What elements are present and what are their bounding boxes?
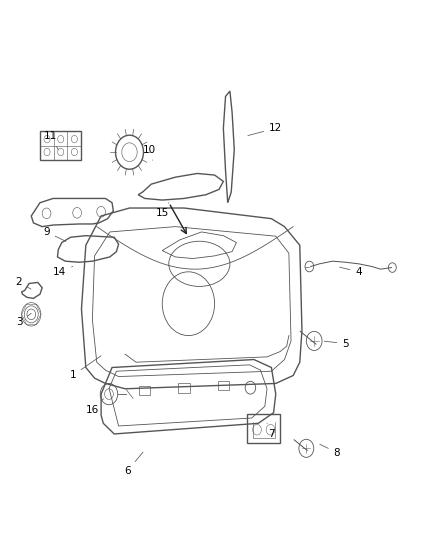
Text: 7: 7 <box>267 423 275 439</box>
Bar <box>40 131 81 160</box>
Text: 5: 5 <box>325 338 349 349</box>
Bar <box>139 385 150 395</box>
Text: 3: 3 <box>16 313 31 327</box>
Text: 10: 10 <box>143 144 155 160</box>
Text: 6: 6 <box>124 452 143 476</box>
Text: 16: 16 <box>86 399 103 415</box>
Text: 9: 9 <box>43 227 66 241</box>
Text: 8: 8 <box>320 444 340 457</box>
Text: 2: 2 <box>16 278 31 289</box>
Text: 14: 14 <box>53 266 73 277</box>
Text: 1: 1 <box>69 356 101 381</box>
Text: 15: 15 <box>155 203 169 219</box>
Bar <box>178 383 190 393</box>
Text: 12: 12 <box>248 123 283 135</box>
Bar <box>218 381 229 390</box>
Text: 11: 11 <box>44 131 58 150</box>
Text: 4: 4 <box>339 267 362 277</box>
Bar <box>247 414 280 443</box>
